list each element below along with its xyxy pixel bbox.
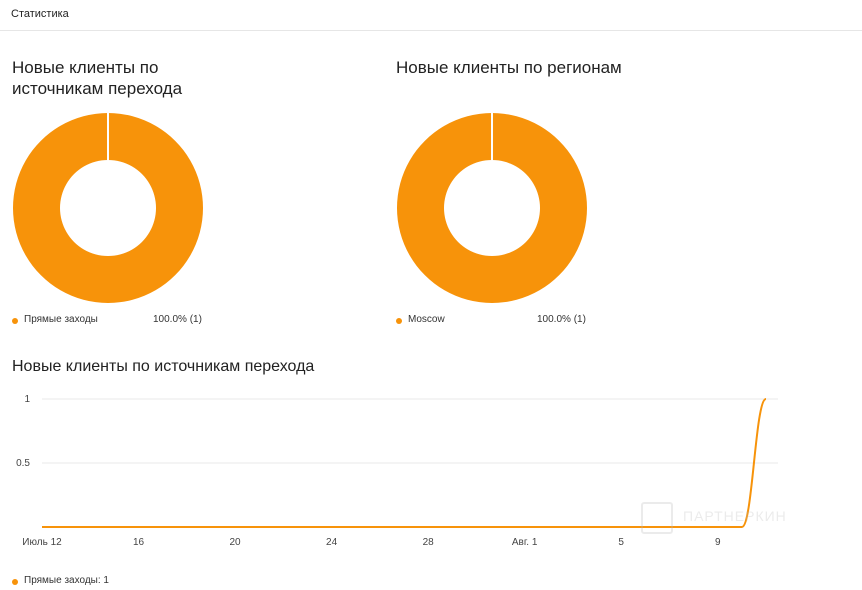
- legend-percent: 100.0% (1): [537, 314, 586, 325]
- x-tick-label: 16: [133, 537, 145, 548]
- region-donut-chart[interactable]: [392, 108, 592, 308]
- legend-label: Прямые заходы: 1: [24, 575, 109, 586]
- y-tick-label: 0.5: [16, 458, 30, 469]
- traffic-source-donut-title: Новые клиенты по источникам перехода: [12, 58, 183, 98]
- y-tick-label: 1: [24, 394, 30, 405]
- region-legend-item[interactable]: Moscow 100.0% (1): [396, 314, 656, 328]
- x-tick-label: 28: [423, 537, 435, 548]
- watermark-text: ПАРТНЕРКИН: [683, 508, 787, 524]
- legend-dot-icon: [12, 318, 18, 324]
- x-tick-label: Июль 12: [22, 537, 62, 548]
- line-chart-title: Новые клиенты по источникам перехода: [12, 358, 315, 375]
- donut-slice[interactable]: [12, 113, 203, 303]
- x-tick-label: 24: [326, 537, 338, 548]
- series-line-direct-visits[interactable]: [42, 398, 767, 528]
- x-tick-label: Авг. 1: [512, 537, 538, 548]
- page-section-title: Статистика: [11, 8, 69, 20]
- watermark-logo-icon: [641, 502, 673, 534]
- x-tick-label: 5: [618, 537, 624, 548]
- traffic-source-legend-item[interactable]: Прямые заходы 100.0% (1): [12, 314, 272, 328]
- legend-dot-icon: [12, 579, 18, 585]
- x-tick-label: 20: [230, 537, 242, 548]
- legend-label: Прямые заходы: [24, 314, 98, 325]
- region-donut-title: Новые клиенты по регионам: [396, 58, 622, 77]
- partnerkin-watermark: ПАРТНЕРКИН: [641, 500, 821, 534]
- traffic-source-line-chart[interactable]: 1 0.5 Июль 12 16 20 24 28 Авг. 1 5 9: [0, 385, 862, 560]
- section-divider: [0, 30, 862, 31]
- traffic-source-donut-chart[interactable]: [8, 108, 208, 308]
- legend-dot-icon: [396, 318, 402, 324]
- legend-percent: 100.0% (1): [153, 314, 202, 325]
- line-chart-legend-item[interactable]: Прямые заходы: 1: [12, 575, 212, 589]
- x-tick-label: 9: [715, 537, 721, 548]
- donut-slice[interactable]: [396, 113, 587, 303]
- legend-label: Moscow: [408, 314, 445, 325]
